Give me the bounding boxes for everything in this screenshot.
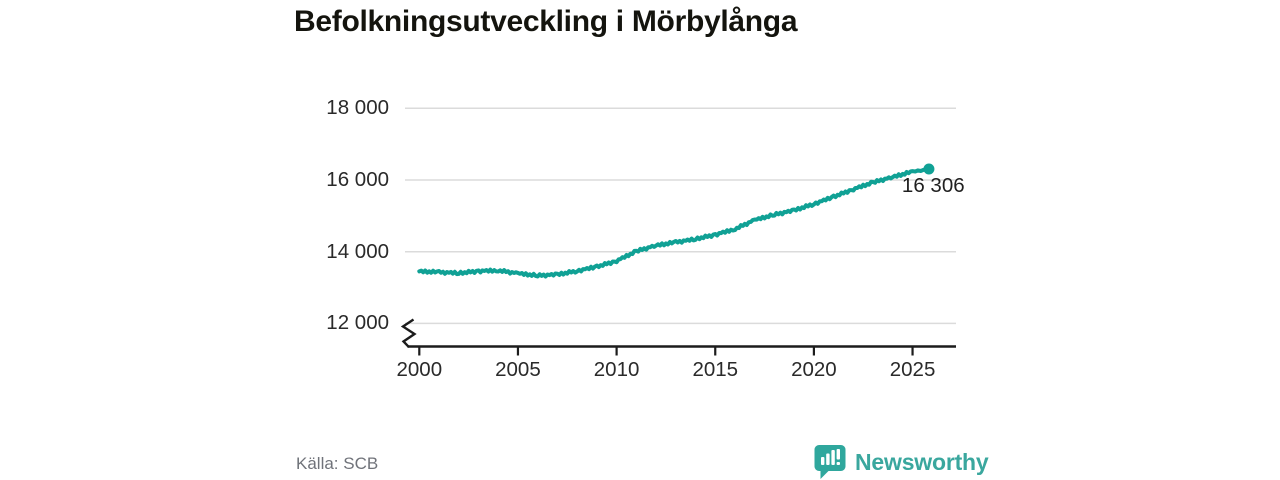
x-axis-tick-label: 2000	[396, 358, 443, 381]
source-note: Källa: SCB	[296, 454, 379, 473]
newsworthy-wordmark: Newsworthy	[855, 448, 989, 475]
y-axis-tick-label: 18 000	[326, 96, 389, 120]
x-axis-tick-label: 2025	[889, 358, 936, 381]
y-axis-tick-label: 12 000	[326, 311, 389, 335]
x-axis-tick-label: 2010	[593, 358, 640, 381]
x-axis-tick-label: 2015	[692, 358, 739, 381]
x-axis-tick-label: 2020	[791, 358, 837, 381]
latest-value-label: 16 306	[901, 174, 965, 198]
y-axis-tick-label: 16 000	[326, 168, 389, 191]
y-axis-tick-label: 14 000	[326, 239, 389, 263]
chart-title: Befolkningsutveckling i Mörbylånga	[294, 5, 798, 38]
newsworthy-logo: Newsworthy	[814, 444, 989, 480]
newsworthy-bubble-chart-icon	[814, 444, 847, 480]
x-axis-tick-label: 2005	[495, 358, 541, 381]
